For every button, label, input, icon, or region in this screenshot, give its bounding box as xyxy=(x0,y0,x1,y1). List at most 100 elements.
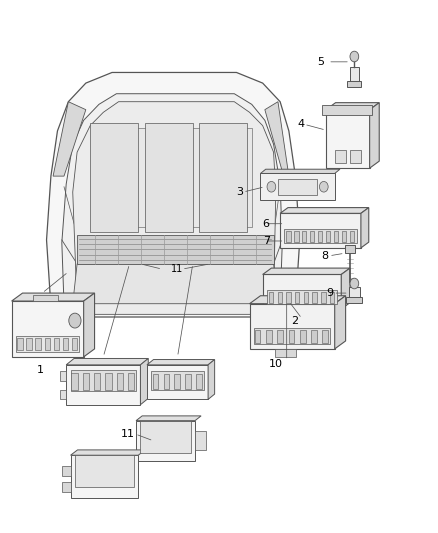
Bar xyxy=(254,328,330,344)
Polygon shape xyxy=(263,274,341,309)
Bar xyxy=(71,370,136,391)
Polygon shape xyxy=(73,102,276,314)
Polygon shape xyxy=(71,450,145,455)
Bar xyxy=(350,231,354,241)
Polygon shape xyxy=(141,421,191,453)
Bar xyxy=(278,179,317,195)
Text: 7: 7 xyxy=(263,236,270,246)
Bar xyxy=(310,231,314,241)
Bar xyxy=(33,295,58,301)
Polygon shape xyxy=(263,268,350,274)
Bar xyxy=(45,338,50,351)
Bar xyxy=(174,374,180,389)
Bar xyxy=(62,466,71,477)
Polygon shape xyxy=(335,296,346,349)
Polygon shape xyxy=(326,110,370,168)
Polygon shape xyxy=(199,123,247,232)
Bar xyxy=(163,374,169,389)
Bar xyxy=(349,287,360,298)
Polygon shape xyxy=(261,169,340,173)
Bar xyxy=(326,231,330,241)
Bar xyxy=(347,81,361,87)
Bar xyxy=(266,330,272,343)
Circle shape xyxy=(350,51,359,62)
Bar xyxy=(196,374,201,389)
Bar xyxy=(277,330,283,343)
Text: 11: 11 xyxy=(121,429,135,439)
Bar xyxy=(286,231,290,241)
Bar xyxy=(275,349,297,357)
Bar xyxy=(17,338,22,351)
Polygon shape xyxy=(208,360,215,399)
Text: 5: 5 xyxy=(317,57,324,67)
Text: 10: 10 xyxy=(269,359,283,369)
Polygon shape xyxy=(71,455,138,498)
Text: 9: 9 xyxy=(326,288,333,298)
Polygon shape xyxy=(46,72,300,317)
Bar xyxy=(285,229,357,243)
Bar xyxy=(267,290,337,304)
Bar xyxy=(151,371,204,390)
Circle shape xyxy=(319,181,328,192)
Bar xyxy=(334,231,338,241)
Circle shape xyxy=(350,278,359,289)
Bar xyxy=(185,374,191,389)
Bar xyxy=(255,330,261,343)
Polygon shape xyxy=(62,94,283,313)
Bar xyxy=(346,297,362,303)
Bar xyxy=(128,373,134,390)
Bar xyxy=(63,338,68,351)
Bar xyxy=(117,373,123,390)
Bar xyxy=(342,231,346,241)
Bar xyxy=(16,336,79,352)
Polygon shape xyxy=(345,245,355,253)
Text: 6: 6 xyxy=(263,219,270,229)
Circle shape xyxy=(69,313,81,328)
Polygon shape xyxy=(136,421,195,461)
Bar xyxy=(26,338,32,351)
Text: 3: 3 xyxy=(237,187,244,197)
Bar xyxy=(304,292,308,303)
Polygon shape xyxy=(12,293,95,301)
Polygon shape xyxy=(195,431,206,450)
Polygon shape xyxy=(97,128,252,227)
Bar xyxy=(94,373,100,390)
Bar xyxy=(295,292,299,303)
Polygon shape xyxy=(136,416,201,421)
Polygon shape xyxy=(250,304,335,349)
Text: 8: 8 xyxy=(321,251,329,261)
Polygon shape xyxy=(53,102,86,176)
Text: 2: 2 xyxy=(291,316,298,326)
Bar xyxy=(106,373,112,390)
Bar xyxy=(350,67,359,83)
Bar xyxy=(350,150,361,163)
Polygon shape xyxy=(66,365,141,405)
Bar xyxy=(152,374,158,389)
Bar xyxy=(54,338,59,351)
Bar xyxy=(71,373,78,390)
Text: 11: 11 xyxy=(171,264,183,274)
Polygon shape xyxy=(75,455,134,487)
Bar xyxy=(83,373,89,390)
Bar xyxy=(286,292,290,303)
Polygon shape xyxy=(361,207,369,248)
Bar xyxy=(302,231,307,241)
Polygon shape xyxy=(261,173,335,200)
Bar xyxy=(35,338,41,351)
Bar xyxy=(322,330,328,343)
Polygon shape xyxy=(60,371,66,381)
Bar xyxy=(330,292,334,303)
Bar xyxy=(62,482,71,492)
Bar xyxy=(335,150,346,163)
Bar xyxy=(321,292,325,303)
Bar xyxy=(77,235,274,264)
Polygon shape xyxy=(265,102,289,176)
Polygon shape xyxy=(141,359,148,405)
Bar xyxy=(278,292,282,303)
Polygon shape xyxy=(147,360,215,365)
Polygon shape xyxy=(90,123,138,232)
Bar xyxy=(312,292,317,303)
Bar xyxy=(72,338,77,351)
Polygon shape xyxy=(84,293,95,357)
Bar xyxy=(269,292,273,303)
